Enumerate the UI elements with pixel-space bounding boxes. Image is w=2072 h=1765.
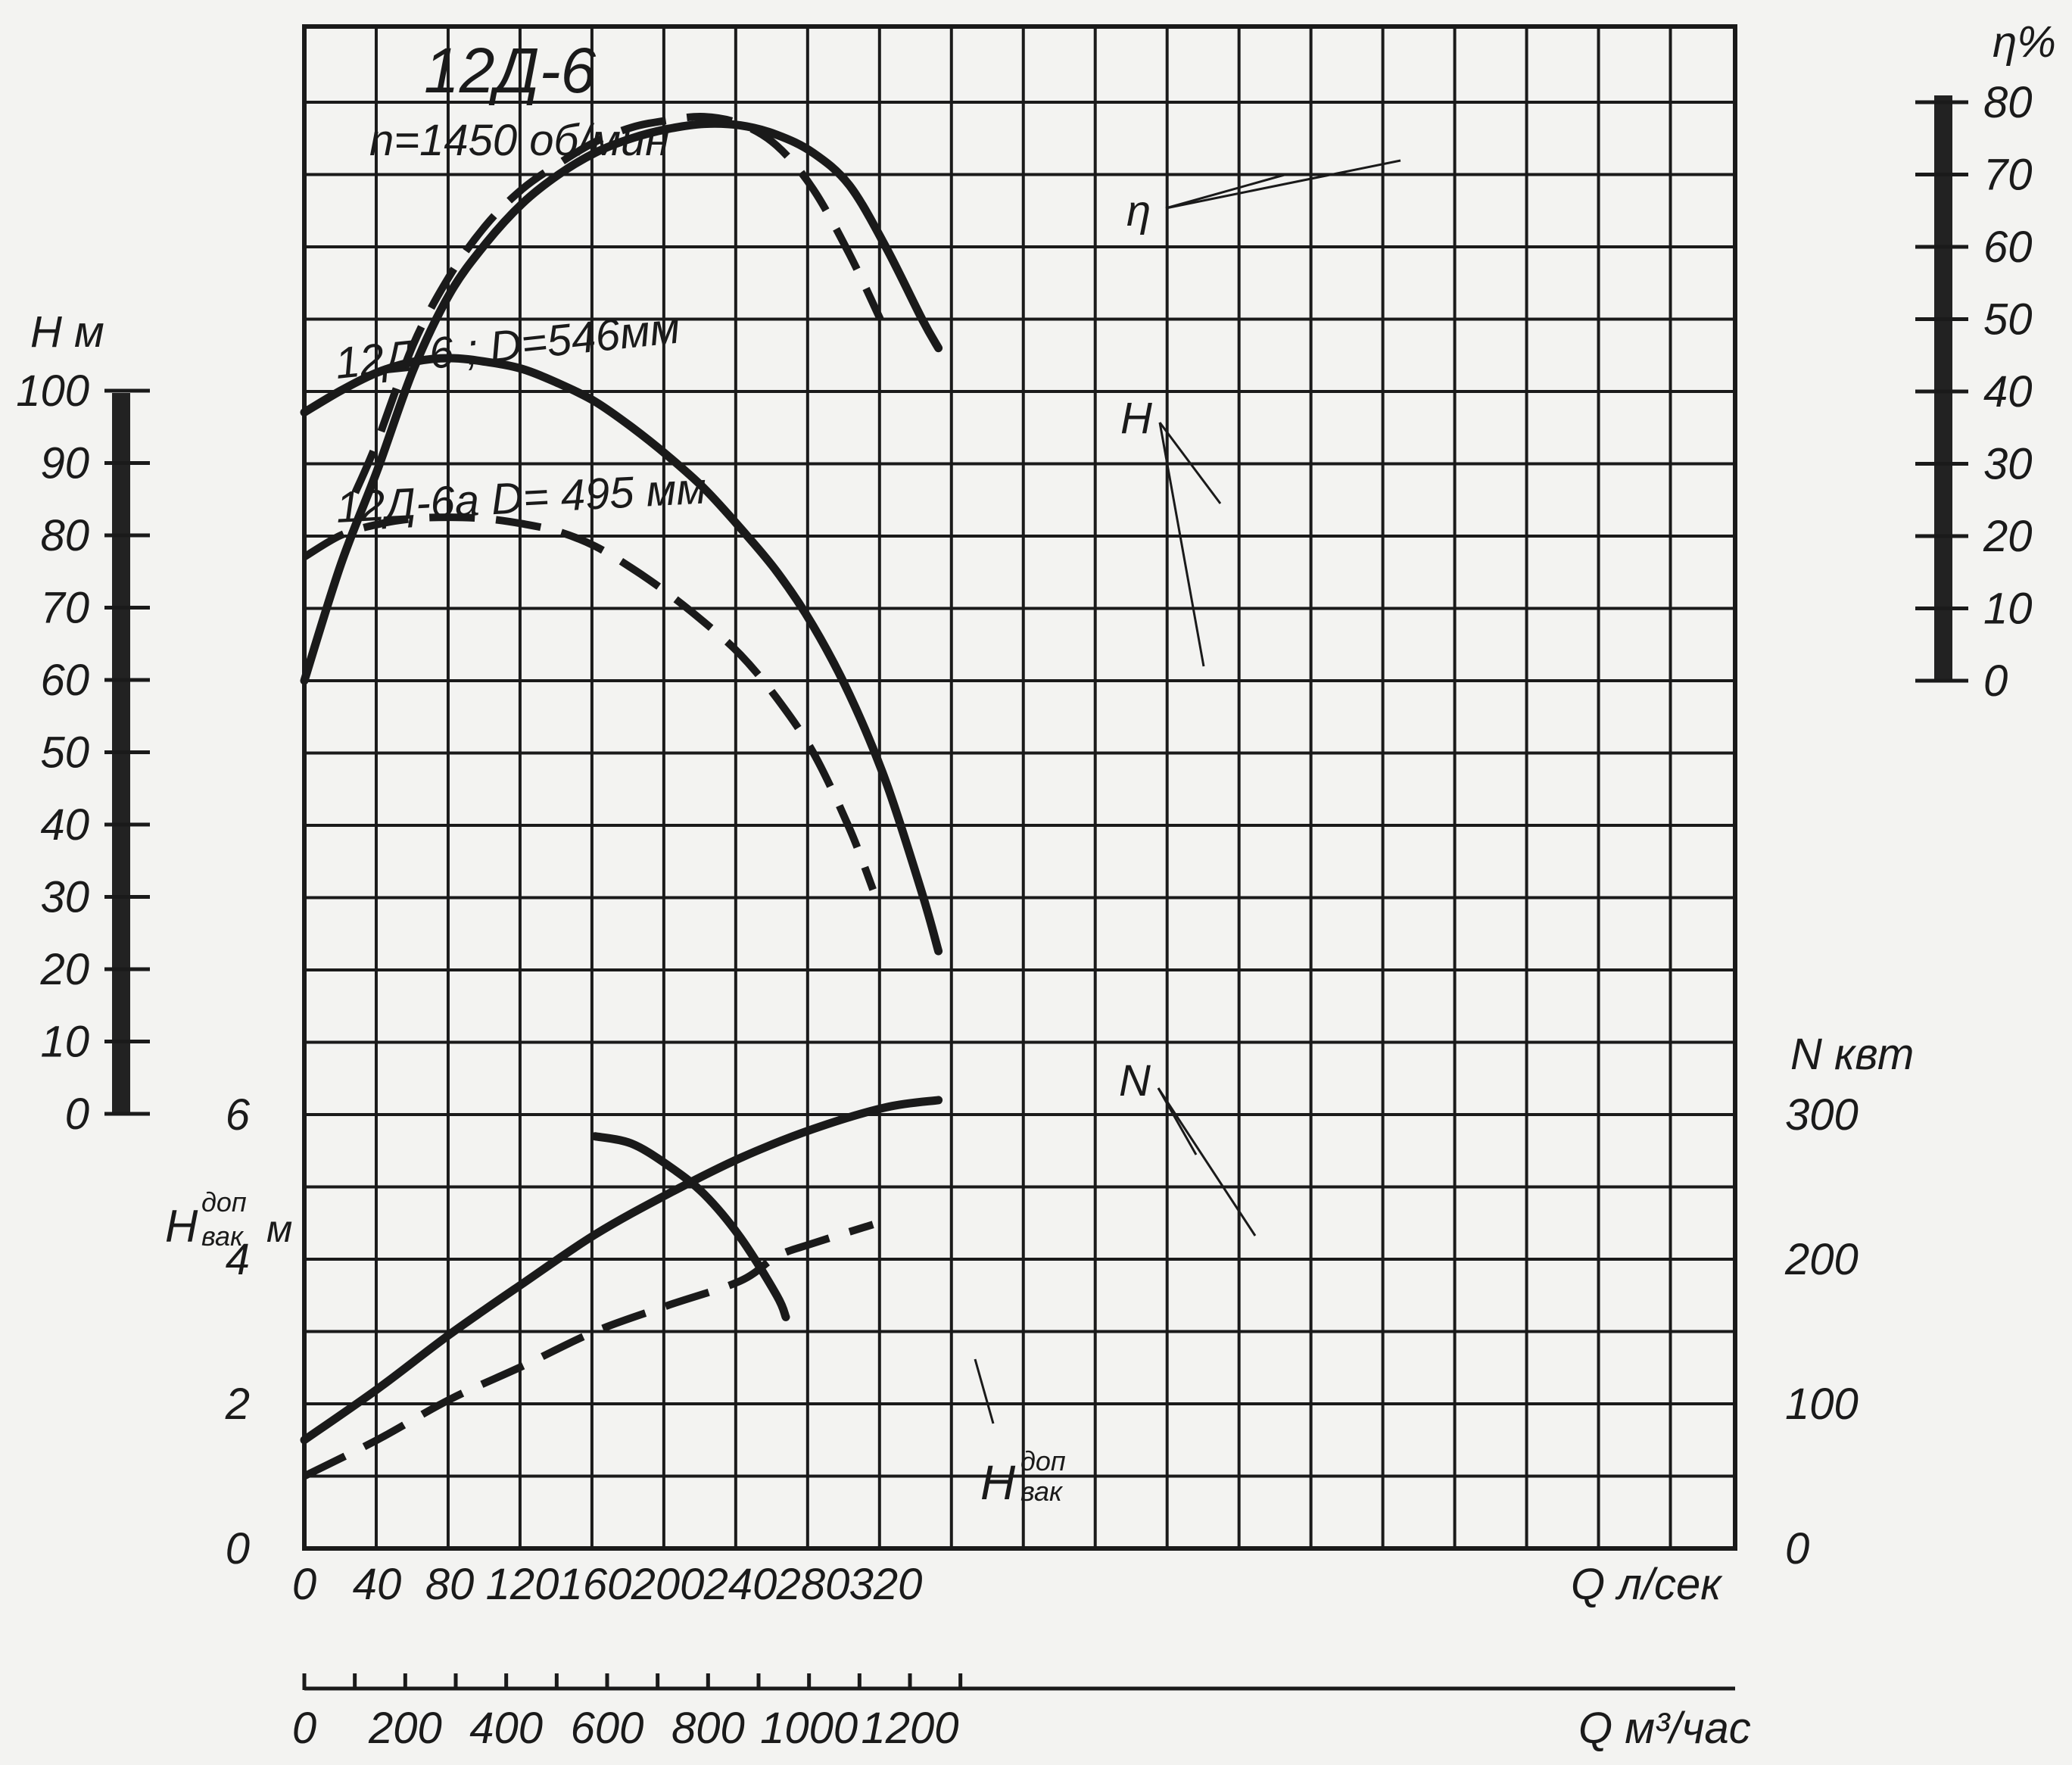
eta-tick-label: 50 (1983, 295, 2033, 345)
x2-tick-label: 800 (671, 1704, 745, 1753)
x-tick-label: 80 (425, 1560, 475, 1609)
x2-tick-label: 0 (292, 1704, 316, 1753)
leader-line (1165, 173, 1288, 210)
y-axis-H-label: H м (30, 307, 104, 357)
curve-N-solid (300, 1096, 943, 1445)
H-tick-label: 0 (65, 1090, 89, 1139)
leader-line (1157, 1087, 1257, 1236)
H-tick-label: 100 (16, 366, 89, 416)
chart-subtitle: n=1450 об/мин (369, 116, 669, 165)
curve-label-495: 12Д-6а D= 495 мм (335, 463, 707, 532)
eta-scale-bar (1934, 95, 1952, 681)
eta-tick-label: 30 (1983, 440, 2033, 489)
x-tick-label: 120 (486, 1560, 559, 1609)
x2-tick-label: 200 (368, 1704, 442, 1753)
H-tick-label: 90 (40, 439, 89, 488)
chart-title: 12Д-6 (424, 35, 597, 106)
chart-labels: 12Д-6 n=1450 об/мин 12Д-6 ; D=546мм 12Д-… (30, 17, 2056, 1753)
x2-tick-label: 1000 (760, 1704, 858, 1753)
H-tick-label: 10 (40, 1018, 89, 1067)
x2-tick-label: 400 (469, 1704, 543, 1753)
eta-tick-label: 70 (1983, 151, 2033, 200)
H-tick-label: 80 (40, 511, 89, 560)
H-tick-label: 30 (40, 873, 89, 922)
Hvac-tick-label: 6 (226, 1090, 251, 1140)
hvac-curve-label-sub: вак (1020, 1476, 1064, 1507)
H-tick-label: 20 (39, 945, 89, 994)
leader-line (974, 1358, 995, 1424)
H-tick-label: 60 (40, 656, 89, 705)
eta-tick-label: 60 (1983, 223, 2033, 272)
hvac-curve-label-main: H (980, 1455, 1016, 1510)
y-axis-hvac-label-sub: вак (201, 1221, 245, 1252)
x-tick-label: 280 (776, 1560, 850, 1609)
y-axis-eta-label: η% (1993, 17, 2056, 67)
N-tick-label: 100 (1785, 1380, 1859, 1429)
H-tick-label: 70 (40, 584, 89, 633)
plot-frame (302, 24, 1737, 1551)
eta-curve-label: η (1126, 186, 1151, 235)
y-axis-hvac-label-unit: м (266, 1208, 292, 1250)
head-curve-label: H (1120, 394, 1152, 443)
curve-eta-dashed (351, 112, 884, 494)
curve-H-dashed (302, 513, 877, 891)
x2-tick-label: 600 (571, 1704, 644, 1753)
N-tick-label: 200 (1784, 1235, 1859, 1284)
x-tick-label: 240 (703, 1560, 777, 1609)
chart-grid (302, 24, 1737, 1551)
x-tick-label: 160 (559, 1560, 632, 1609)
x2-tick-label: 1200 (861, 1704, 958, 1753)
x-tick-label: 320 (849, 1560, 923, 1609)
eta-tick-label: 40 (1983, 367, 2033, 416)
Hvac-tick-label: 0 (226, 1524, 250, 1573)
leader-line (1165, 159, 1401, 210)
curve-H-solid (300, 354, 943, 956)
power-curve-label: N (1119, 1056, 1151, 1105)
eta-tick-label: 10 (1983, 585, 2033, 634)
y-axis-hvac-label-sup: доп (201, 1187, 247, 1218)
x-tick-label: 40 (353, 1560, 402, 1609)
curve-label-546: 12Д-6 ; D=546мм (333, 303, 683, 388)
x-tick-label: 0 (292, 1560, 316, 1609)
curve-Hvac-solid (590, 1132, 790, 1321)
curve-eta-solid (300, 119, 943, 685)
eta-tick-label: 20 (1983, 512, 2033, 561)
leader-line (1158, 422, 1222, 504)
N-tick-label: 300 (1785, 1090, 1859, 1140)
y-axis-hvac-label-main: H (165, 1201, 198, 1252)
chart-scales (104, 95, 1968, 1691)
x-tick-label: 200 (631, 1560, 705, 1609)
N-tick-label: 0 (1785, 1524, 1809, 1573)
eta-tick-label: 0 (1983, 656, 2008, 706)
Hvac-tick-label: 2 (225, 1380, 250, 1429)
chart-curves (300, 112, 1401, 1480)
Hvac-tick-label: 4 (226, 1235, 250, 1284)
H-tick-label: 50 (40, 728, 89, 778)
H-tick-label: 40 (40, 800, 89, 850)
eta-tick-label: 80 (1983, 78, 2033, 127)
x-axis-ls-label: Q л/сек (1571, 1560, 1723, 1609)
hvac-curve-label-sup: доп (1020, 1445, 1066, 1477)
leader-line (1158, 422, 1205, 667)
x-axis-m3h-label: Q м³/час (1578, 1704, 1751, 1753)
y-axis-N-label: N квт (1790, 1030, 1914, 1079)
curve-N-dashed (302, 1221, 874, 1480)
